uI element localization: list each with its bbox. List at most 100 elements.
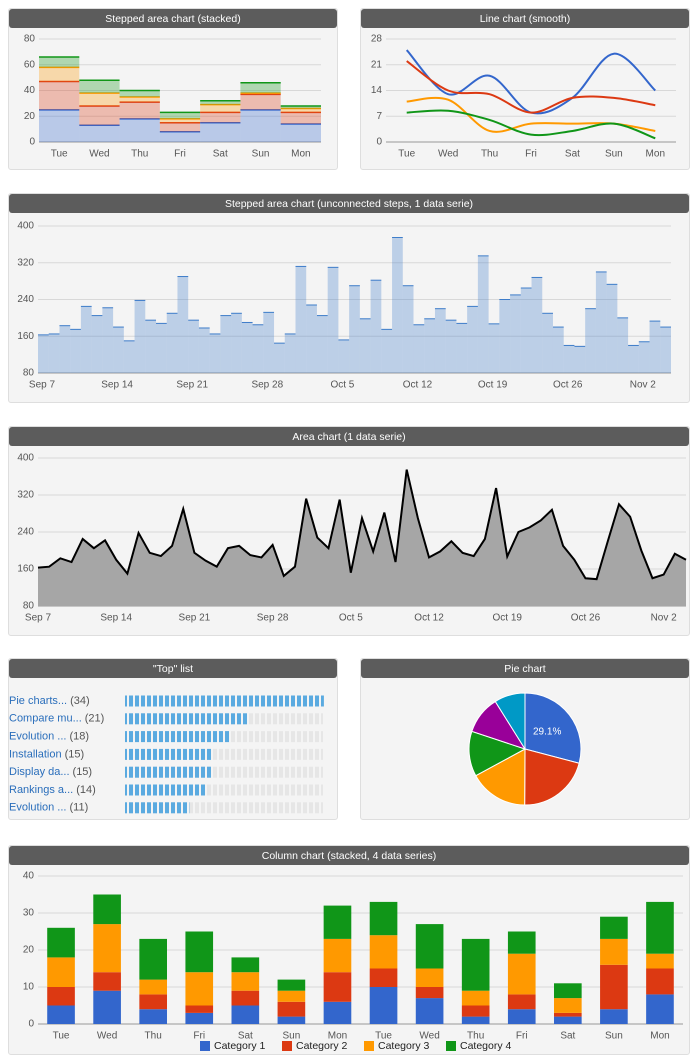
y-tick-label: 10 [23, 982, 35, 993]
step-bar [424, 318, 435, 373]
bar-track [125, 784, 323, 796]
x-tick-label: Tue [398, 149, 415, 160]
x-tick-label: Sep 21 [176, 380, 208, 391]
column-segment [231, 972, 260, 991]
column-segment [185, 1012, 214, 1024]
column-segment [415, 987, 444, 999]
step-bar [467, 306, 478, 373]
column-segment [369, 987, 398, 1024]
step-bar [392, 237, 403, 373]
title-bar [9, 9, 337, 28]
y-tick-label: 160 [17, 564, 34, 575]
y-tick-label: 7 [376, 111, 382, 122]
list-label: Rankings a... [9, 784, 73, 796]
list-value: (21) [85, 713, 105, 725]
step-bar [252, 324, 264, 373]
step-bar [434, 308, 446, 373]
x-tick-label: Sun [605, 1031, 623, 1042]
panel: Pie chart 29.1% [360, 658, 690, 820]
step-bar [413, 324, 425, 373]
panel: Area chart (1 data serie) 80 160 240 320 400 S… [8, 426, 690, 636]
list-label: Installation [9, 748, 62, 760]
step-bar [188, 320, 199, 373]
list-label: Evolution ... [9, 731, 66, 743]
step-bar [327, 267, 339, 373]
step-bar [198, 327, 210, 373]
step-bar [177, 276, 189, 373]
step-bar [48, 333, 60, 373]
x-tick-label: Wed [438, 149, 458, 160]
x-tick-label: Nov 2 [630, 380, 657, 391]
x-tick-label: Wed [89, 149, 109, 160]
step-bar [520, 288, 532, 373]
column-segment [600, 916, 628, 939]
step-bar [563, 345, 575, 373]
step-bar [295, 266, 307, 373]
step-segment [240, 82, 281, 94]
list-label: Compare mu... [9, 713, 82, 725]
x-tick-label: Wed [97, 1031, 117, 1042]
column-segment [323, 938, 352, 973]
step-bar [628, 345, 639, 373]
step-bar [91, 315, 103, 373]
x-tick-label: Sun [282, 1031, 300, 1042]
list-value: (34) [70, 695, 90, 707]
column-segment [185, 972, 214, 1006]
step-bar [359, 318, 371, 373]
column-segment [461, 990, 490, 1006]
list-bar [125, 695, 324, 707]
column-segment [139, 994, 167, 1010]
y-tick-label: 40 [23, 871, 35, 882]
step-segment [159, 131, 201, 142]
x-tick-label: Sep 14 [100, 613, 132, 624]
x-tick-label: Mon [328, 1031, 347, 1042]
step-bar [531, 277, 543, 373]
chart-title: Pie chart [504, 663, 546, 675]
chart: "Top" list Pie charts... (34) Compare mu...… [9, 659, 337, 814]
step-bar [134, 300, 146, 373]
list-value: (11) [69, 802, 88, 814]
column-segment [323, 972, 352, 1002]
x-tick-label: Sun [252, 149, 270, 160]
x-tick-label: Fri [193, 1031, 205, 1042]
x-tick-label: Thu [145, 1031, 162, 1042]
x-tick-label: Sun [605, 149, 623, 160]
step-bar [80, 306, 92, 373]
step-bar [70, 329, 81, 373]
legend-label: Category 2 [296, 1040, 348, 1052]
step-segment [119, 102, 160, 119]
y-tick-label: 30 [23, 908, 35, 919]
chart: Column chart (stacked, 4 data series) 0 10… [9, 846, 689, 1052]
step-segment [200, 112, 241, 123]
step-segment [79, 93, 120, 106]
column-segment [369, 901, 398, 936]
line [406, 109, 656, 140]
column-segment [47, 957, 75, 987]
x-tick-label: Wed [419, 1031, 439, 1042]
step-bar [123, 340, 135, 373]
column-segment [646, 994, 674, 1024]
pie-slice [524, 748, 580, 806]
chart-title: Area chart (1 data serie) [292, 431, 405, 443]
column-segment [600, 938, 628, 965]
x-tick-label: Tue [375, 1031, 392, 1042]
y-tick-label: 0 [29, 137, 35, 148]
step-bar [499, 299, 511, 373]
x-tick-label: Sep 14 [101, 380, 133, 391]
x-tick-label: Oct 5 [339, 613, 363, 624]
step-segment [280, 112, 321, 124]
pie-slice [475, 748, 526, 806]
legend-swatch [282, 1041, 292, 1051]
column-segment [93, 894, 121, 925]
x-tick-label: Oct 19 [493, 613, 523, 624]
list-label: Evolution ... [9, 802, 66, 814]
step-bar [402, 285, 414, 373]
column-segment [507, 953, 536, 995]
column-segment [185, 1005, 214, 1013]
column-segment [461, 1005, 490, 1017]
step-bar [595, 271, 607, 373]
column-segment [93, 990, 121, 1024]
step-segment [79, 105, 120, 126]
column-segment [231, 957, 260, 973]
